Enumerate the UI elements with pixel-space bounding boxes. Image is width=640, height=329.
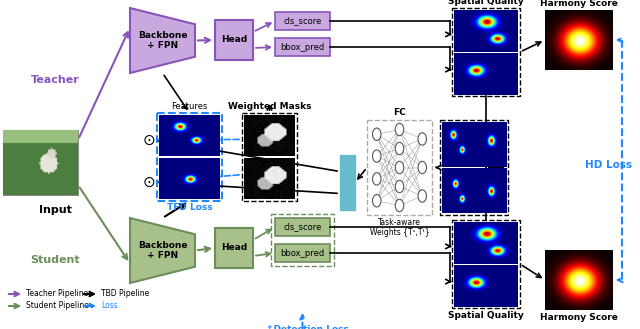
- Bar: [440, 120, 508, 215]
- Text: cls_score: cls_score: [284, 222, 322, 232]
- Bar: [452, 8, 520, 96]
- Text: Head: Head: [221, 36, 247, 44]
- Text: cls_score: cls_score: [284, 16, 322, 26]
- Text: Spatial Quality: Spatial Quality: [448, 311, 524, 320]
- Text: Spatial Quality: Spatial Quality: [448, 0, 524, 6]
- Text: ↑Detection Loss: ↑Detection Loss: [266, 325, 349, 329]
- Polygon shape: [130, 218, 195, 283]
- Bar: [452, 220, 520, 308]
- Text: TBD Pipeline: TBD Pipeline: [101, 290, 149, 298]
- Text: FC: FC: [393, 108, 406, 117]
- Text: $\odot$: $\odot$: [142, 133, 156, 147]
- Text: Harmony Score: Harmony Score: [540, 0, 618, 8]
- Bar: [367, 120, 432, 215]
- Text: Loss: Loss: [101, 301, 118, 311]
- Bar: [242, 113, 297, 201]
- Bar: [157, 113, 222, 201]
- Text: Head: Head: [221, 243, 247, 252]
- Polygon shape: [130, 8, 195, 73]
- Text: Features: Features: [172, 102, 208, 111]
- Bar: [215, 228, 253, 268]
- Text: Student Pipeline: Student Pipeline: [26, 301, 89, 311]
- Text: Harmony Score: Harmony Score: [540, 313, 618, 322]
- Text: Backbone
+ FPN: Backbone + FPN: [138, 31, 188, 50]
- Text: Task-aware
Weights {Tˢ,Tᵗ}: Task-aware Weights {Tˢ,Tᵗ}: [370, 218, 429, 238]
- Bar: [271, 214, 334, 266]
- Text: TFD Loss: TFD Loss: [166, 203, 212, 212]
- Text: Teacher: Teacher: [31, 75, 79, 85]
- Bar: [340, 155, 355, 210]
- Bar: [275, 12, 330, 30]
- Text: bbox_pred: bbox_pred: [280, 248, 324, 258]
- Text: Weighted Masks: Weighted Masks: [228, 102, 311, 111]
- Text: $\odot$: $\odot$: [142, 174, 156, 190]
- Text: Backbone
+ FPN: Backbone + FPN: [138, 241, 188, 260]
- Text: Input: Input: [38, 205, 72, 215]
- Bar: [3, 130, 78, 195]
- Bar: [275, 218, 330, 236]
- Bar: [215, 20, 253, 60]
- Text: Teacher Pipeline: Teacher Pipeline: [26, 290, 88, 298]
- Text: Student: Student: [30, 255, 80, 265]
- Text: HD Loss: HD Loss: [585, 160, 632, 170]
- Text: bbox_pred: bbox_pred: [280, 42, 324, 52]
- Bar: [275, 244, 330, 262]
- Bar: [275, 38, 330, 56]
